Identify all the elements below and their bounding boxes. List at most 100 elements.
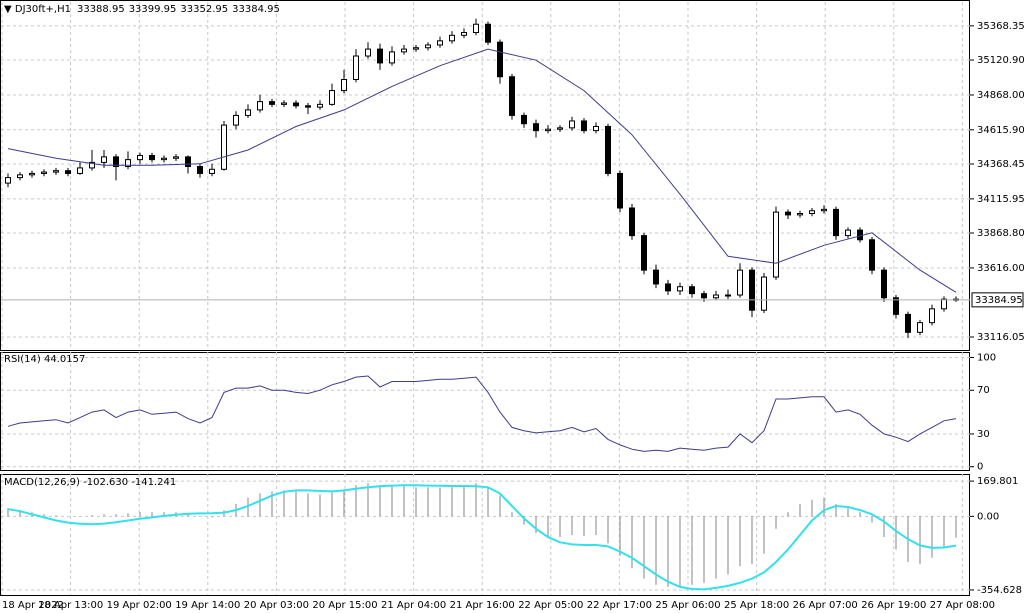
y-tick-label: 33116.05 bbox=[977, 332, 1024, 343]
candle-body bbox=[941, 298, 947, 310]
x-tick-label: 21 Apr 04:00 bbox=[381, 600, 446, 611]
candle-body bbox=[5, 177, 11, 184]
candle-body bbox=[893, 297, 899, 315]
candle-body bbox=[857, 229, 863, 241]
candle-body bbox=[701, 293, 707, 299]
x-tick-label: 22 Apr 17:00 bbox=[587, 600, 652, 611]
rsi-panel bbox=[0, 352, 970, 471]
candle-body bbox=[917, 322, 923, 333]
candle-body bbox=[353, 55, 359, 81]
candle-body bbox=[509, 76, 515, 116]
y-tick-label: 100 bbox=[977, 352, 996, 363]
candle-body bbox=[281, 102, 287, 105]
y-tick-label: 34868.00 bbox=[977, 90, 1024, 101]
rsi-title: RSI(14) 44.0157 bbox=[4, 354, 85, 365]
candle-body bbox=[653, 269, 659, 285]
candle-body bbox=[665, 283, 671, 292]
macd-signal bbox=[7, 484, 957, 591]
candle-body bbox=[53, 170, 59, 173]
candle-body bbox=[245, 109, 251, 116]
candle-body bbox=[677, 286, 683, 292]
candle-body bbox=[149, 154, 155, 161]
x-tick-label: 20 Apr 03:00 bbox=[244, 600, 309, 611]
candle-body bbox=[881, 269, 887, 299]
x-tick-label: 26 Apr 07:00 bbox=[793, 600, 858, 611]
candle-body bbox=[389, 51, 395, 64]
x-tick-label: 26 Apr 19:00 bbox=[861, 600, 926, 611]
candle-body bbox=[725, 294, 731, 297]
header-low: 33352.95 bbox=[180, 4, 228, 15]
candle-body bbox=[617, 172, 623, 209]
candle-body bbox=[425, 44, 431, 49]
candle-body bbox=[221, 124, 227, 170]
y-tick-label: 0.00 bbox=[977, 511, 999, 522]
x-tick-label: 18 Apr 13:00 bbox=[38, 600, 103, 611]
chart-title: ▼ DJ30ft+,H1 33388.95 33399.95 33352.95 3338… bbox=[4, 4, 280, 15]
macd-panel bbox=[0, 474, 970, 596]
candle-body bbox=[197, 166, 203, 174]
candle-body bbox=[305, 105, 311, 108]
candle-body bbox=[401, 48, 407, 53]
candle-body bbox=[929, 308, 935, 324]
y-tick-label: 70 bbox=[977, 385, 990, 396]
candle-body bbox=[521, 114, 527, 125]
candle-body bbox=[545, 128, 551, 132]
candle-body bbox=[905, 313, 911, 333]
candle-body bbox=[485, 23, 491, 43]
candle-body bbox=[209, 168, 215, 174]
x-tick-label: 27 Apr 08:00 bbox=[930, 600, 995, 611]
y-tick-label: 34615.90 bbox=[977, 125, 1024, 136]
icon: ▼ bbox=[4, 4, 15, 15]
candle-body bbox=[77, 167, 83, 174]
candle-body bbox=[365, 48, 371, 57]
candle-body bbox=[341, 79, 347, 92]
candle-body bbox=[161, 157, 167, 161]
candle-body bbox=[809, 210, 815, 215]
candle-body bbox=[689, 286, 695, 295]
candle-body bbox=[329, 90, 335, 105]
x-tick-label: 19 Apr 14:00 bbox=[175, 600, 240, 611]
candle-body bbox=[713, 294, 719, 299]
header-high: 33399.95 bbox=[129, 4, 177, 15]
x-tick-label: 25 Apr 06:00 bbox=[655, 600, 720, 611]
candle-body bbox=[497, 41, 503, 78]
candle-body bbox=[737, 269, 743, 296]
candle-body bbox=[641, 235, 647, 271]
candle-body bbox=[185, 156, 191, 168]
candle-body bbox=[269, 101, 275, 105]
last-price-box bbox=[971, 292, 1024, 308]
candle-body bbox=[749, 269, 755, 311]
rsi-line bbox=[7, 375, 957, 452]
x-tick-label: 25 Apr 18:00 bbox=[724, 600, 789, 611]
candle-body bbox=[473, 23, 479, 34]
candle-body bbox=[557, 127, 563, 130]
main-panel bbox=[0, 0, 970, 351]
candle-body bbox=[125, 159, 131, 168]
candle-body bbox=[581, 120, 587, 132]
y-tick-label: 30 bbox=[977, 429, 990, 440]
candle-body bbox=[845, 229, 851, 237]
candle-body bbox=[437, 40, 443, 46]
candle-body bbox=[17, 174, 23, 179]
x-tick-label: 21 Apr 16:00 bbox=[450, 600, 515, 611]
candle-body bbox=[65, 170, 71, 174]
candle-body bbox=[377, 48, 383, 64]
candle-body bbox=[41, 171, 47, 174]
y-tick-label: 34115.95 bbox=[977, 194, 1024, 205]
candle-body bbox=[797, 213, 803, 216]
candle-body bbox=[413, 47, 419, 50]
y-tick-label: 169.801 bbox=[977, 476, 1018, 487]
y-tick-label: 35368.35 bbox=[977, 21, 1024, 32]
macd-title: MACD(12,26,9) -102.630 -141.241 bbox=[4, 477, 176, 488]
y-tick-label: -354.628 bbox=[977, 585, 1022, 596]
candle-body bbox=[317, 103, 323, 108]
x-tick-label: 19 Apr 02:00 bbox=[107, 600, 172, 611]
header-close: 33384.95 bbox=[232, 4, 280, 15]
candle-body bbox=[869, 239, 875, 271]
candle-body bbox=[533, 123, 539, 132]
candle-body bbox=[293, 102, 299, 107]
candle-body bbox=[821, 208, 827, 212]
header-open: 33388.95 bbox=[77, 4, 125, 15]
candle-body bbox=[29, 172, 35, 176]
candle-body bbox=[113, 156, 119, 168]
